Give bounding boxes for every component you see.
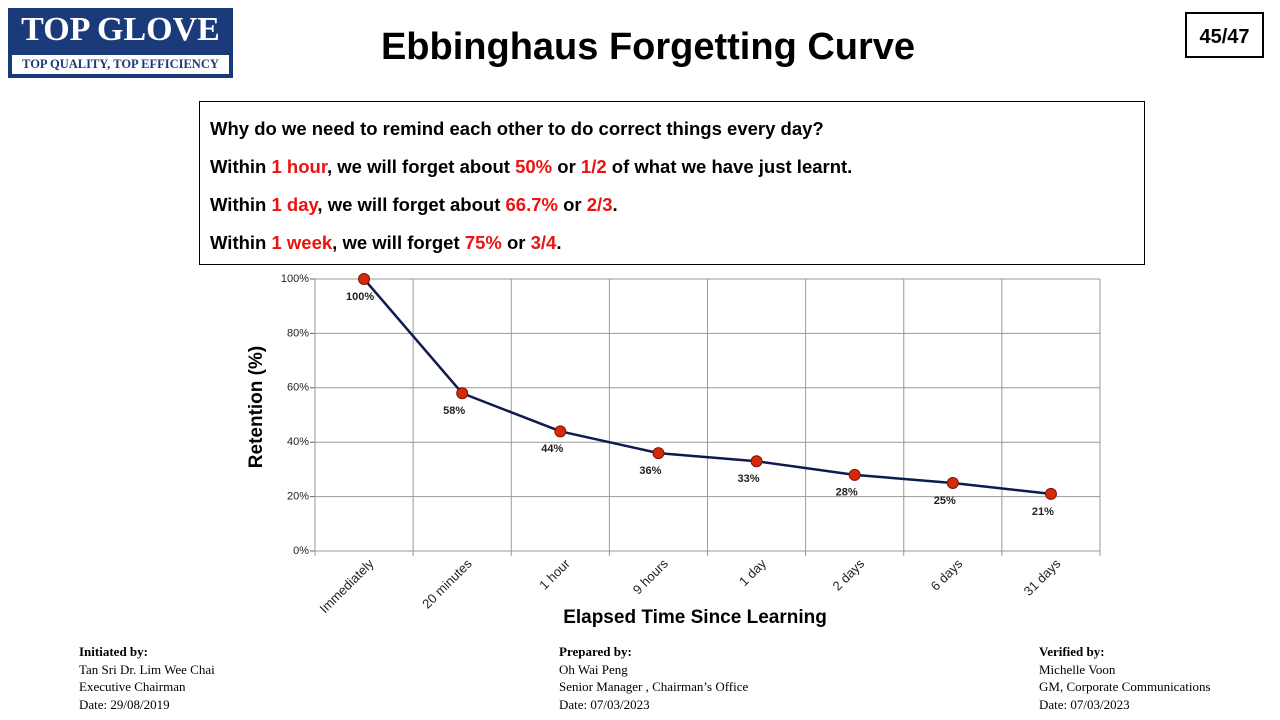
note-text: 3/4	[530, 232, 557, 253]
y-tick-label: 80%	[287, 327, 309, 339]
data-point	[652, 447, 665, 460]
note-text: .	[556, 232, 562, 253]
x-tick-label: 6 days	[928, 556, 966, 594]
footer-heading: Prepared by:	[559, 644, 632, 659]
note-text: 75%	[464, 232, 502, 253]
note-text: Within	[210, 232, 272, 253]
footer-line: GM, Corporate Communications	[1039, 679, 1211, 694]
data-label: 21%	[1032, 506, 1054, 518]
x-tick-label: 20 minutes	[419, 556, 475, 612]
data-label: 44%	[541, 443, 563, 455]
note-text: 50%	[515, 156, 553, 177]
footer-heading: Initiated by:	[79, 644, 148, 659]
x-axis-title: Elapsed Time Since Learning	[563, 607, 827, 628]
y-tick-label: 40%	[287, 436, 309, 448]
note-text: or	[501, 232, 531, 253]
y-tick-label: 60%	[287, 382, 309, 394]
x-tick-label: 2 days	[830, 556, 868, 594]
note-text: 1 day	[271, 194, 318, 215]
footer-line: Date: 07/03/2023	[559, 696, 650, 712]
page-number: 45/47	[1185, 12, 1264, 58]
footer-line: Date: 07/03/2023	[1039, 696, 1130, 712]
y-axis-title: Retention (%)	[246, 346, 267, 468]
data-label: 100%	[346, 291, 374, 303]
x-tick-label: 1 hour	[536, 555, 573, 592]
note-text: 1/2	[580, 156, 607, 177]
logo: TOP GLOVE TOP QUALITY, TOP EFFICIENCY	[8, 8, 233, 78]
data-label: 25%	[934, 495, 956, 507]
data-point	[358, 273, 371, 285]
note-text: Within	[210, 194, 272, 215]
data-label: 36%	[639, 465, 661, 477]
data-point	[1044, 487, 1057, 500]
data-point	[750, 455, 763, 468]
y-tick-label: 100%	[281, 273, 309, 285]
data-point	[946, 477, 959, 489]
footer-line: Oh Wai Peng	[559, 661, 628, 677]
y-tick-label: 0%	[293, 545, 309, 557]
x-tick-label: 31 days	[1021, 556, 1064, 599]
data-label: 33%	[738, 473, 760, 485]
note-text: Within	[210, 156, 272, 177]
note-line: Why do we need to remind each other to d…	[210, 118, 1144, 156]
x-tick-label: 1 day	[736, 556, 769, 589]
y-tick-label: 20%	[287, 491, 309, 503]
logo-tagline: TOP QUALITY, TOP EFFICIENCY	[12, 55, 229, 74]
note-line: Within 1 day, we will forget about 66.7%…	[210, 194, 1144, 232]
series-line	[363, 278, 1052, 496]
footer-line: Senior Manager , Chairman’s Office	[559, 679, 749, 694]
slide-title: Ebbinghaus Forgetting Curve	[380, 26, 916, 68]
footer-line: Date: 29/08/2019	[79, 696, 170, 712]
x-tick-label: Immediately	[316, 556, 377, 617]
note-text: 66.7%	[505, 194, 558, 215]
note-text: of what we have just learnt.	[606, 156, 853, 177]
note-text: , we will forget about	[327, 156, 516, 177]
footer-line: Executive Chairman	[79, 679, 186, 694]
note-text: 1 hour	[271, 156, 327, 177]
data-label: 28%	[836, 487, 858, 499]
note-text: .	[612, 194, 618, 215]
note-line: Within 1 week, we will forget 75% or 3/4…	[210, 232, 1144, 270]
note-text: or	[552, 156, 581, 177]
note-text: , we will forget about	[317, 194, 506, 215]
data-point	[848, 468, 861, 481]
data-point	[554, 425, 567, 438]
footer-heading: Verified by:	[1039, 644, 1105, 659]
footer-column: Initiated by: Tan Sri Dr. Lim Wee Chai Exe…	[79, 643, 215, 713]
footer-column: Prepared by: Oh Wai Peng Senior Manager , …	[559, 643, 748, 713]
logo-text: TOP GLOVE	[21, 11, 220, 48]
data-label: 58%	[443, 405, 465, 417]
note-text: Why do we need to remind each other to d…	[210, 118, 824, 139]
x-tick-label: 9 hours	[630, 556, 672, 598]
note-text: , we will forget	[332, 232, 465, 253]
footer-line: Tan Sri Dr. Lim Wee Chai	[79, 661, 215, 677]
note-line: Within 1 hour, we will forget about 50% …	[210, 156, 1144, 194]
note-text: 2/3	[586, 194, 613, 215]
note-text: 1 week	[271, 232, 333, 253]
footer-column: Verified by: Michelle Voon GM, Corporate C…	[1039, 643, 1211, 713]
note-text: or	[557, 194, 587, 215]
note-box: Why do we need to remind each other to d…	[199, 101, 1145, 265]
footer-line: Michelle Voon	[1039, 661, 1116, 677]
data-point	[456, 387, 469, 400]
